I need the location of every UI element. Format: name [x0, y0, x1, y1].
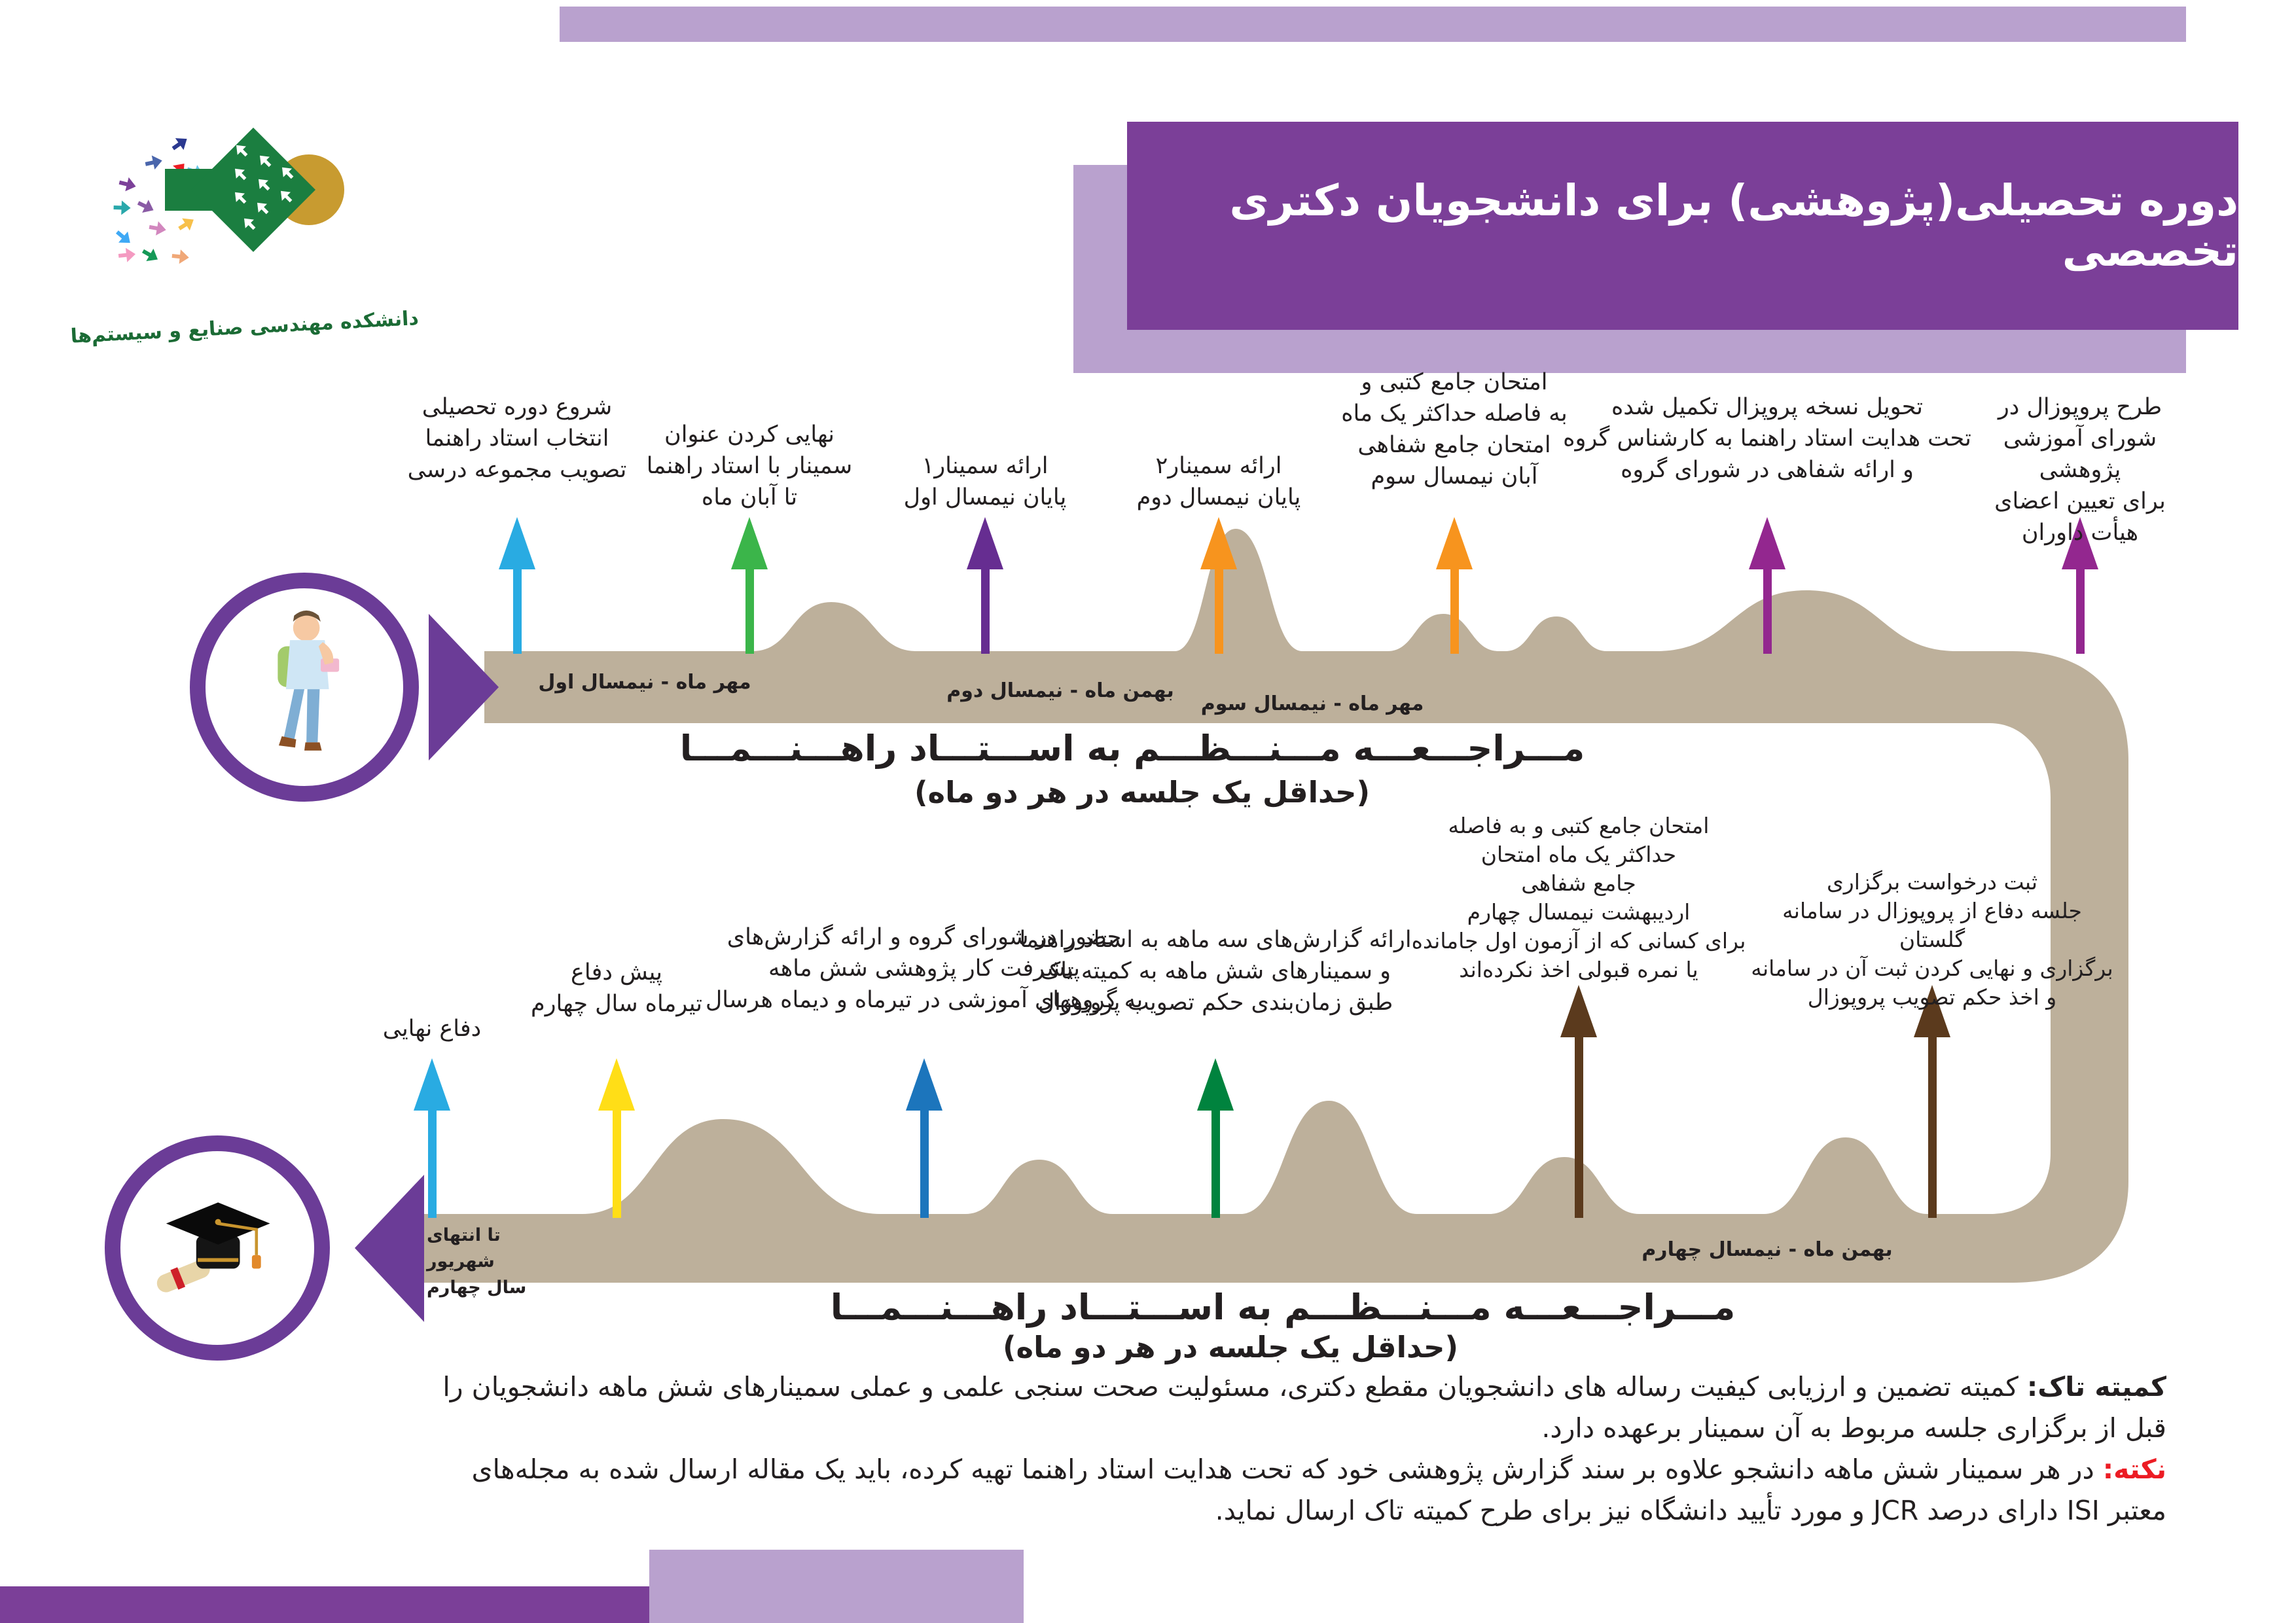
arrow-head-icon — [499, 517, 535, 569]
arrow-stem — [512, 569, 522, 654]
milestone-arrow-bottom-1 — [414, 1058, 450, 1218]
arrow-head-icon — [1436, 517, 1473, 569]
important-note: نکته: در هر سمینار شش ماهه دانشجو علاوه … — [275, 1449, 2166, 1531]
arrow-stem — [1214, 569, 1223, 654]
arrow-head-icon — [1200, 517, 1237, 569]
faculty-logo-graphic — [112, 128, 344, 266]
graduation-cap-illustration — [156, 1202, 270, 1293]
arrow-head-icon — [1749, 517, 1785, 569]
visits-frequency-note-top: (حداقل یک جلسه در هر دو ماه) — [914, 775, 1371, 810]
milestone-arrow-top-6 — [1749, 517, 1785, 654]
milestone-label: ارائه گزارش‌های سه ماهه به استاد راهنما … — [1019, 927, 1412, 1016]
milestone-arrow-top-5 — [1436, 517, 1473, 654]
band-label-end: تا انتهای شهریور سال چهارم — [427, 1225, 527, 1298]
faculty-logo: دانشکده مهندسی صنایع و سیستم‌ها — [70, 92, 420, 373]
tak-committee-note: کمیته تاک: کمیته تضمین و ارزیابی کیفیت ر… — [275, 1366, 2166, 1449]
band-label-semester-3: مهر ماه - نیمسال سوم — [1200, 692, 1424, 715]
milestone-arrow-top-2 — [731, 517, 768, 654]
bottom-accent-bar-light — [649, 1550, 1024, 1623]
note-text: در هر سمینار شش ماهه دانشجو علاوه بر سند… — [471, 1454, 2166, 1526]
tak-label: کمیته تاک: — [2026, 1371, 2166, 1402]
milestone-arrow-top-1 — [499, 517, 535, 654]
milestone-label: امتحان جامع کتبی و به فاصله حداکثر یک ما… — [1411, 813, 1746, 982]
footnotes: کمیته تاک: کمیته تضمین و ارزیابی کیفیت ر… — [275, 1366, 2166, 1531]
arrow-stem — [745, 569, 754, 654]
milestone-arrow-bottom-4 — [1197, 1058, 1234, 1218]
arrow-stem — [1763, 569, 1772, 654]
milestone-label: ارائه سمینار۱ پایان نیمسال اول — [903, 453, 1067, 510]
milestone-label: پیش دفاع تیرماه سال چهارم — [530, 959, 703, 1017]
milestone-arrow-top-7 — [2062, 517, 2098, 654]
arrow-stem — [2075, 569, 2085, 654]
milestone-label: ارائه سمینار۲ پایان نیمسال دوم — [1136, 453, 1301, 510]
start-triangle-icon — [429, 614, 499, 760]
milestone-arrow-bottom-5 — [1560, 985, 1597, 1218]
student-illustration — [278, 610, 340, 751]
title-box: دوره تحصیلی(پژوهشی) برای دانشجویان دکتری… — [1127, 122, 2238, 330]
arrow-head-icon — [731, 517, 768, 569]
note-label: نکته: — [2102, 1454, 2166, 1485]
band-label-semester-2: بهمن ماه - نیمسال دوم — [946, 679, 1174, 702]
milestone-arrow-bottom-3 — [906, 1058, 942, 1218]
milestone-label: دفاع نهایی — [382, 1016, 482, 1042]
arrow-stem — [612, 1111, 621, 1218]
end-triangle-icon — [355, 1175, 424, 1322]
arrow-stem — [920, 1111, 929, 1218]
milestone-label: نهایی کردن عنوان سمینار با استاد راهنما … — [646, 421, 853, 510]
graduation-circle — [105, 1135, 330, 1361]
arrow-head-icon — [1197, 1058, 1234, 1111]
top-accent-bar — [560, 7, 2186, 42]
arrow-head-icon — [1560, 985, 1597, 1037]
student-circle — [190, 573, 419, 802]
milestone-label: طرح پروپوزال در شورای آموزشی پژوهشی برای… — [1994, 394, 2166, 546]
arrow-head-icon — [414, 1058, 450, 1111]
page-title: دوره تحصیلی(پژوهشی) برای دانشجویان دکتری… — [1229, 175, 2238, 276]
visits-frequency-note-bottom: (حداقل یک جلسه در هر دو ماه) — [1002, 1330, 1459, 1364]
arrow-stem — [980, 569, 990, 654]
tak-text: کمیته تضمین و ارزیابی کیفیت رساله های دا… — [442, 1371, 2166, 1444]
arrow-head-icon — [967, 517, 1003, 569]
regular-visits-text-bottom: مـــراجـــعـــه مـــنـــظـــم به اســـتـ… — [830, 1287, 1736, 1328]
arrow-stem — [1211, 1111, 1220, 1218]
milestone-label: حضور در شورای گروه و ارائه گزارش‌های پیش… — [705, 924, 1143, 1013]
milestone-label: شروع دوره تحصیلی انتخاب استاد راهنما تصو… — [407, 394, 627, 483]
band-label-semester-4: بهمن ماه - نیمسال چهارم — [1641, 1238, 1893, 1261]
milestone-arrow-top-3 — [967, 517, 1003, 654]
arrow-stem — [1574, 1037, 1583, 1218]
milestone-label: تحویل نسخه پروپزال تکمیل شده تحت هدایت ا… — [1563, 394, 1971, 483]
regular-visits-text-top: مـــراجـــعـــه مـــنـــظـــم به اســـتـ… — [679, 728, 1585, 769]
arrow-stem — [1928, 1037, 1937, 1218]
band-label-semester-1: مهر ماه - نیمسال اول — [538, 671, 751, 694]
milestone-arrow-bottom-6 — [1914, 985, 1950, 1218]
milestone-label: ثبت درخواست برگزاری جلسه دفاع از پروپوزا… — [1751, 869, 2113, 1010]
arrow-head-icon — [906, 1058, 942, 1111]
arrow-head-icon — [598, 1058, 635, 1111]
milestone-arrow-top-4 — [1200, 517, 1237, 654]
milestone-label: امتحان جامع کتبی و به فاصله حداکثر یک ما… — [1341, 369, 1568, 490]
logo-arrow-diamond — [191, 128, 315, 252]
arrow-stem — [1450, 569, 1459, 654]
bottom-accent-bar-dark — [0, 1586, 649, 1623]
milestone-arrow-bottom-2 — [598, 1058, 635, 1218]
timeline-path — [419, 529, 2128, 1283]
arrow-stem — [427, 1111, 437, 1218]
